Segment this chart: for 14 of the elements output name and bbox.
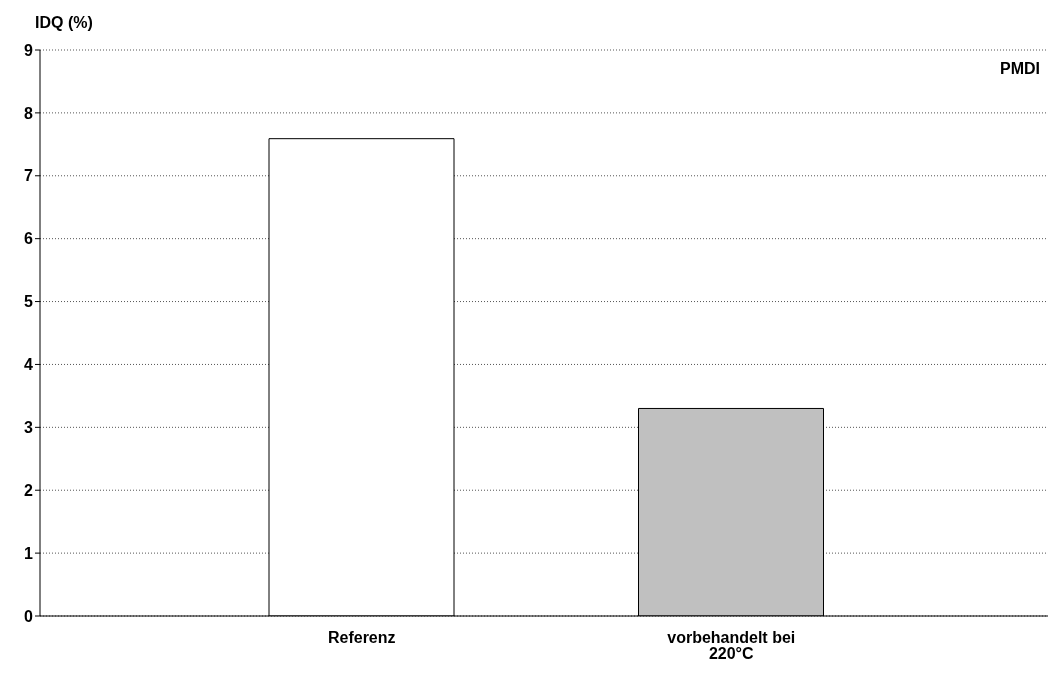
annotation: PMDI xyxy=(1000,60,1040,78)
y-tick-label: 6 xyxy=(24,230,34,248)
y-tick-label: 4 xyxy=(24,356,34,374)
y-tick-label: 7 xyxy=(24,167,34,185)
y-tick-label: 2 xyxy=(24,481,34,499)
y-tick-label: 0 xyxy=(24,607,34,625)
x-tick-label: vorbehandelt bei 220°C xyxy=(667,629,796,663)
y-tick-label: 1 xyxy=(24,544,34,562)
y-axis-title: IDQ (%) xyxy=(35,14,93,32)
y-tick-label: 3 xyxy=(24,419,34,437)
y-tick-label: 9 xyxy=(24,41,34,59)
y-tick-label: 8 xyxy=(24,104,34,122)
y-tick-label: 5 xyxy=(24,293,34,311)
x-tick-label: Referenz xyxy=(327,629,396,647)
